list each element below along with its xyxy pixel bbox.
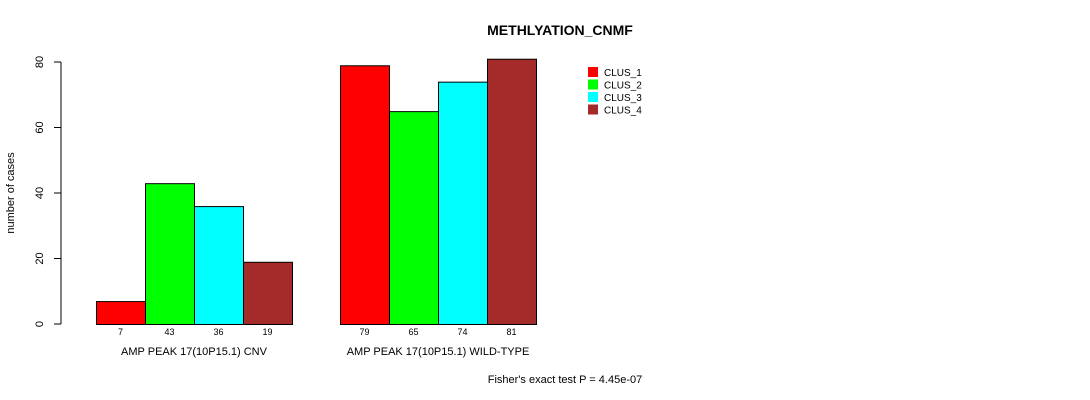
category-labels: AMP PEAK 17(10P15.1) CNV AMP PEAK 17(10P1… (121, 346, 529, 358)
bar-value-label: 7 (118, 327, 123, 337)
y-tick-label: 60 (34, 121, 46, 133)
value-labels: 7 43 36 19 79 65 74 81 (118, 327, 517, 337)
category-label: AMP PEAK 17(10P15.1) WILD-TYPE (347, 346, 530, 358)
legend-label: CLUS_2 (604, 81, 642, 92)
bars (96, 58, 537, 326)
legend-label: CLUS_3 (604, 93, 642, 104)
legend-swatch (588, 92, 598, 102)
legend-swatch (588, 67, 598, 77)
y-axis: 0 20 40 60 80 (34, 56, 62, 327)
bar-clus-3-2 (438, 81, 488, 326)
legend-label: CLUS_1 (604, 68, 642, 79)
bar-clus-1-2 (340, 65, 390, 326)
footnote: Fisher's exact test P = 4.45e-07 (488, 374, 642, 386)
bar-clus-4-2 (487, 58, 537, 325)
bar-clus-1-1 (96, 301, 146, 326)
bar-value-label: 74 (457, 327, 467, 337)
bar-value-label: 79 (359, 327, 369, 337)
bar-clus-2-2 (389, 111, 439, 325)
bar-clus-4-1 (243, 261, 293, 325)
bar-value-label: 65 (408, 327, 418, 337)
bar-clus-2-1 (145, 183, 195, 325)
legend-swatch (588, 104, 598, 115)
y-tick-label: 40 (34, 187, 46, 199)
bar-value-label: 43 (164, 327, 174, 337)
legend-swatch (588, 79, 598, 90)
y-tick-label: 0 (34, 321, 46, 327)
y-axis-label: number of cases (5, 152, 17, 234)
bar-value-label: 36 (213, 327, 223, 337)
bar-clus-3-1 (194, 206, 244, 326)
bar-value-label: 19 (262, 327, 272, 337)
y-tick-label: 80 (34, 56, 46, 68)
y-tick-label: 20 (34, 252, 46, 264)
chart-title: METHLYATION_CNMF (487, 22, 633, 38)
category-label: AMP PEAK 17(10P15.1) CNV (121, 346, 268, 358)
bar-value-label: 81 (506, 327, 516, 337)
legend-label: CLUS_4 (604, 106, 642, 117)
